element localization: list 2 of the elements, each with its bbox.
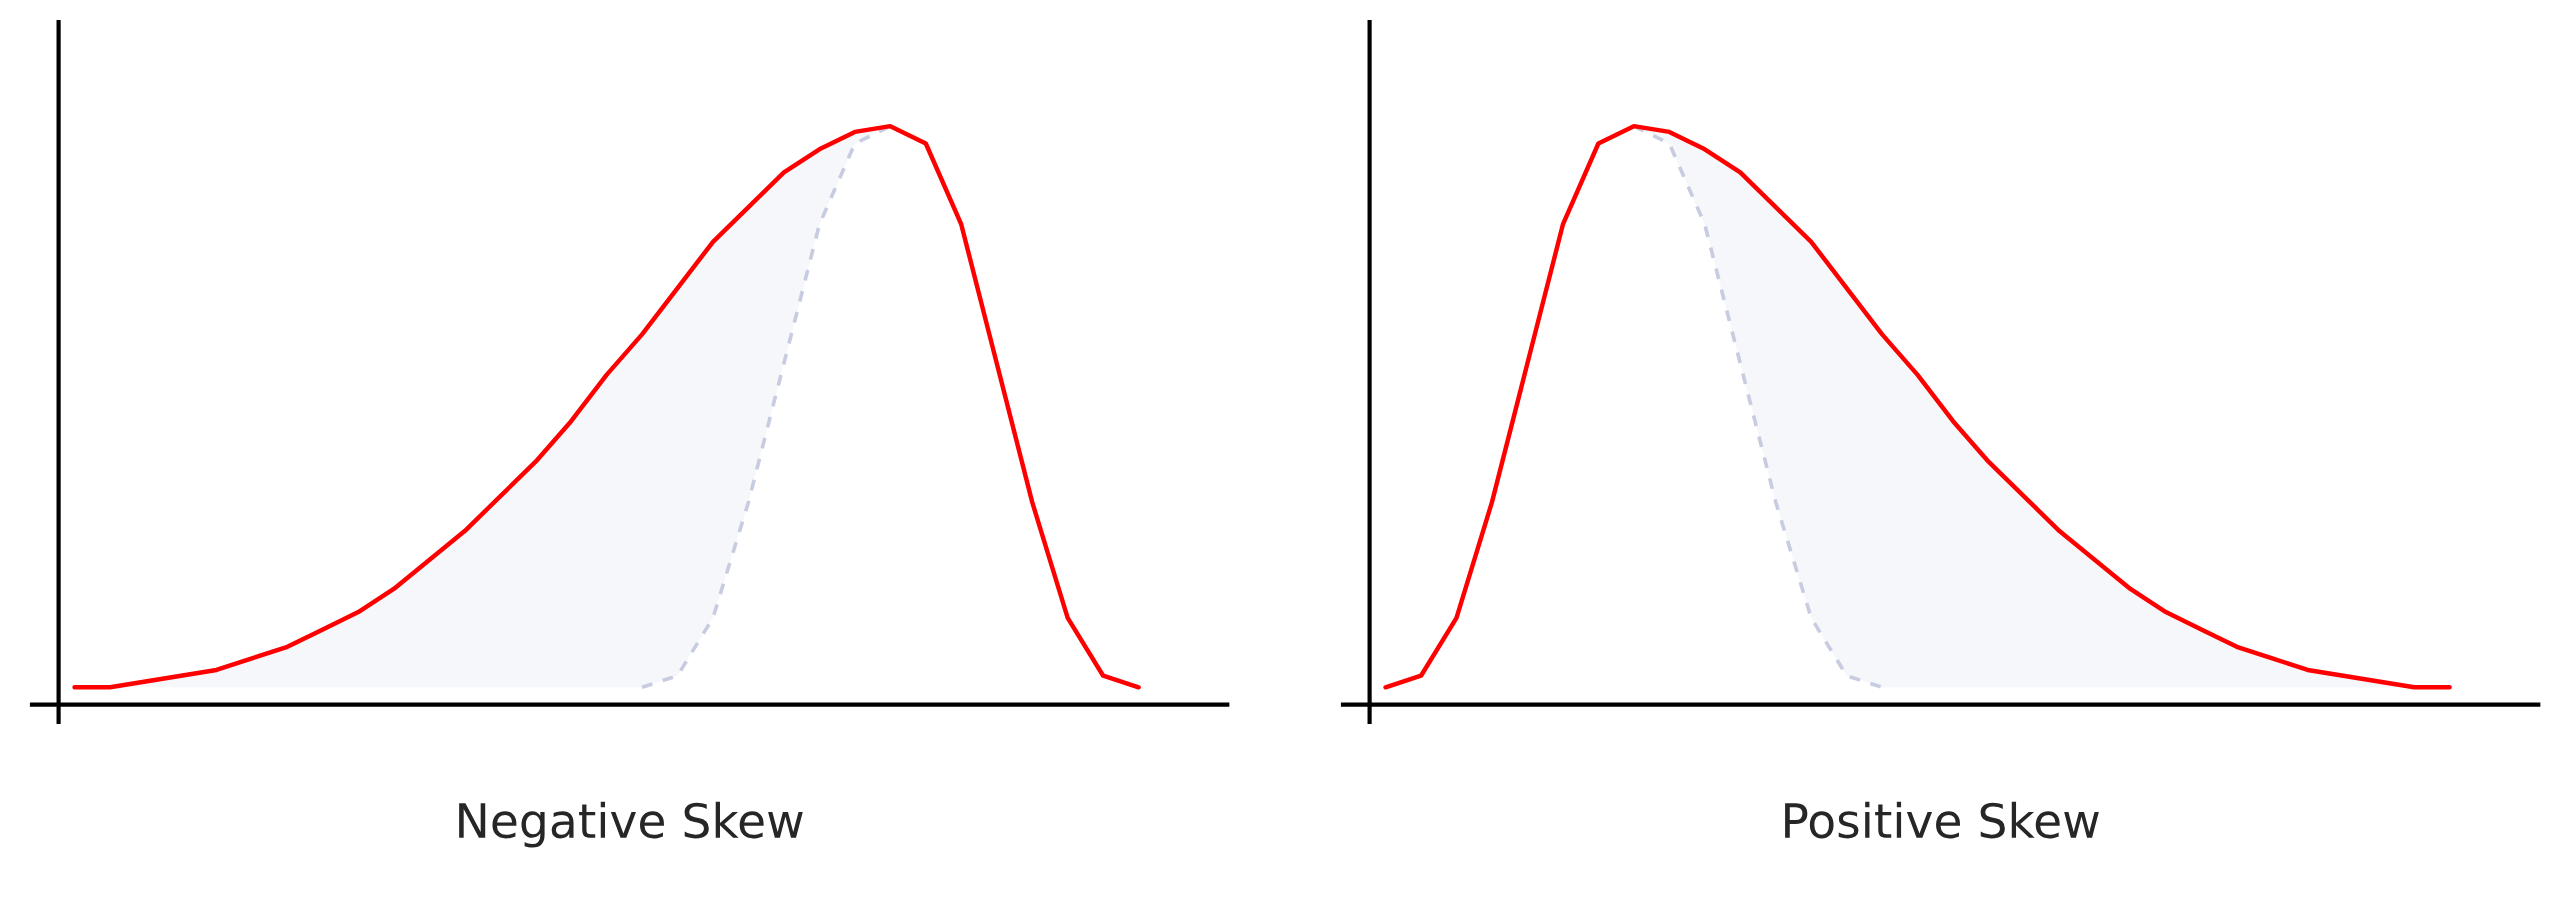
x-axis-title: Positive Skew bbox=[1785, 801, 2099, 839]
x-axis-title: Negative Skew bbox=[459, 801, 803, 848]
